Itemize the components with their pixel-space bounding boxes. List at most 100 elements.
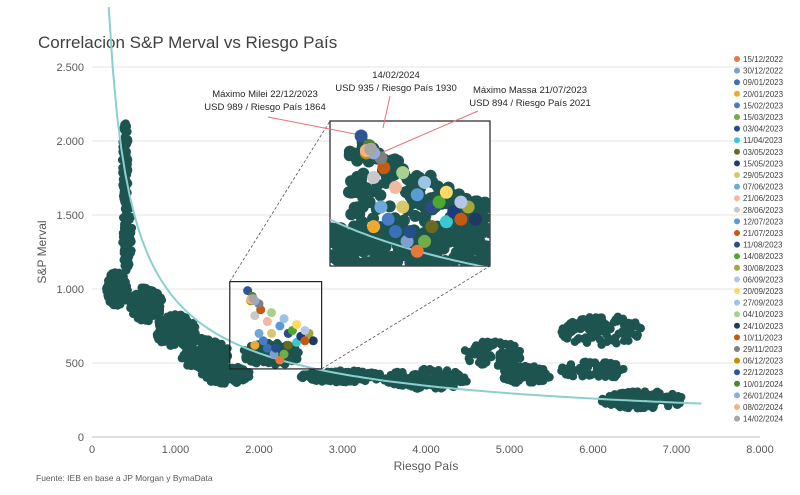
x-tick-label: 5.000 bbox=[496, 444, 524, 456]
recent-series bbox=[243, 286, 318, 365]
recent-point bbox=[262, 317, 272, 327]
legend-label: 12/07/2023 bbox=[743, 217, 784, 226]
legend-label: 08/02/2024 bbox=[743, 403, 784, 412]
inset-data-point bbox=[360, 182, 373, 195]
chart-title: Correlacion S&P Merval vs Riesgo País bbox=[38, 33, 338, 52]
legend-marker bbox=[734, 380, 740, 387]
data-point bbox=[169, 315, 179, 325]
legend-marker bbox=[734, 369, 740, 376]
legend-marker bbox=[734, 125, 740, 132]
inset-recent-point bbox=[377, 161, 391, 175]
data-point bbox=[123, 286, 132, 295]
legend-marker bbox=[734, 230, 740, 236]
data-point bbox=[569, 319, 579, 328]
y-tick-label: 2.000 bbox=[56, 136, 84, 148]
annotation-line1: 14/02/2024 bbox=[372, 70, 420, 81]
data-point bbox=[107, 298, 117, 307]
data-point bbox=[121, 137, 130, 146]
zoom-source-box bbox=[229, 281, 323, 370]
legend-label: 30/08/2023 bbox=[743, 264, 784, 273]
data-point bbox=[412, 370, 422, 379]
data-point bbox=[141, 301, 150, 311]
data-point bbox=[157, 337, 166, 347]
legend-label: 22/12/2023 bbox=[743, 368, 784, 377]
data-point bbox=[211, 338, 221, 347]
inset-recent-point bbox=[432, 195, 446, 209]
legend-label: 15/12/2022 bbox=[743, 55, 784, 64]
inset-data-point bbox=[361, 256, 374, 266]
data-point bbox=[624, 318, 633, 328]
data-point bbox=[503, 353, 513, 363]
source-note: Fuente: IEB en base a JP Morgan y BymaDa… bbox=[36, 473, 213, 483]
legend-marker bbox=[734, 334, 740, 341]
data-point bbox=[223, 351, 233, 361]
legend-marker bbox=[734, 90, 740, 97]
recent-point bbox=[262, 343, 272, 353]
legend-marker bbox=[734, 183, 740, 190]
data-point bbox=[125, 245, 135, 255]
legend-marker bbox=[734, 322, 740, 329]
inset-recent-point bbox=[367, 171, 381, 185]
data-point bbox=[230, 369, 239, 378]
legend-label: 07/06/2023 bbox=[743, 183, 784, 192]
data-point bbox=[602, 363, 612, 372]
inset-data-point bbox=[379, 251, 392, 264]
data-point bbox=[122, 202, 132, 212]
data-point bbox=[122, 148, 131, 157]
inset-data-point bbox=[455, 224, 468, 237]
inset-data-point bbox=[356, 200, 369, 213]
data-point bbox=[358, 367, 367, 377]
data-point bbox=[468, 348, 477, 358]
legend-marker bbox=[734, 218, 740, 225]
legend-label: 15/05/2023 bbox=[743, 159, 784, 168]
inset-recent-point bbox=[439, 185, 453, 199]
data-point bbox=[508, 373, 517, 382]
inset-data-point bbox=[345, 186, 358, 199]
data-point bbox=[592, 330, 601, 340]
data-point bbox=[614, 329, 623, 338]
data-point bbox=[612, 368, 621, 377]
data-point bbox=[419, 370, 428, 379]
inset-data-point bbox=[348, 147, 361, 160]
data-point bbox=[661, 392, 671, 401]
data-point bbox=[118, 180, 127, 189]
legend-label: 30/12/2022 bbox=[743, 67, 784, 76]
inset-data-point bbox=[483, 201, 490, 214]
data-point bbox=[619, 364, 628, 374]
data-point bbox=[107, 291, 116, 300]
data-point bbox=[126, 233, 135, 243]
data-point bbox=[600, 370, 609, 379]
legend-marker bbox=[734, 241, 740, 248]
data-point bbox=[126, 212, 136, 222]
recent-point bbox=[267, 308, 277, 318]
data-point bbox=[392, 369, 401, 378]
legend-marker bbox=[734, 288, 740, 294]
legend-marker bbox=[734, 67, 740, 74]
data-point bbox=[230, 375, 240, 385]
inset-data-point bbox=[475, 244, 488, 257]
inset-data-point bbox=[386, 169, 399, 182]
data-point bbox=[576, 324, 585, 334]
data-point bbox=[122, 263, 131, 272]
legend-label: 10/01/2024 bbox=[743, 380, 784, 389]
data-point bbox=[189, 357, 199, 366]
inset-data-point bbox=[351, 235, 364, 248]
x-tick-label: 7.000 bbox=[663, 444, 691, 456]
recent-point bbox=[267, 328, 277, 338]
data-point bbox=[538, 369, 547, 379]
data-point bbox=[483, 337, 492, 347]
data-point bbox=[643, 401, 652, 411]
data-point bbox=[558, 365, 568, 374]
inset-recent-point bbox=[410, 244, 424, 258]
trend-line bbox=[107, 6, 702, 405]
data-point bbox=[507, 367, 516, 376]
data-point bbox=[116, 271, 126, 281]
legend-marker bbox=[734, 299, 740, 306]
inset-recent-point bbox=[367, 220, 381, 234]
data-point bbox=[119, 237, 128, 246]
inset-trend-line bbox=[330, 218, 486, 266]
annotation-arrow bbox=[382, 110, 479, 153]
data-point bbox=[245, 353, 255, 362]
data-point bbox=[594, 363, 604, 372]
inset-data-point bbox=[461, 244, 474, 257]
